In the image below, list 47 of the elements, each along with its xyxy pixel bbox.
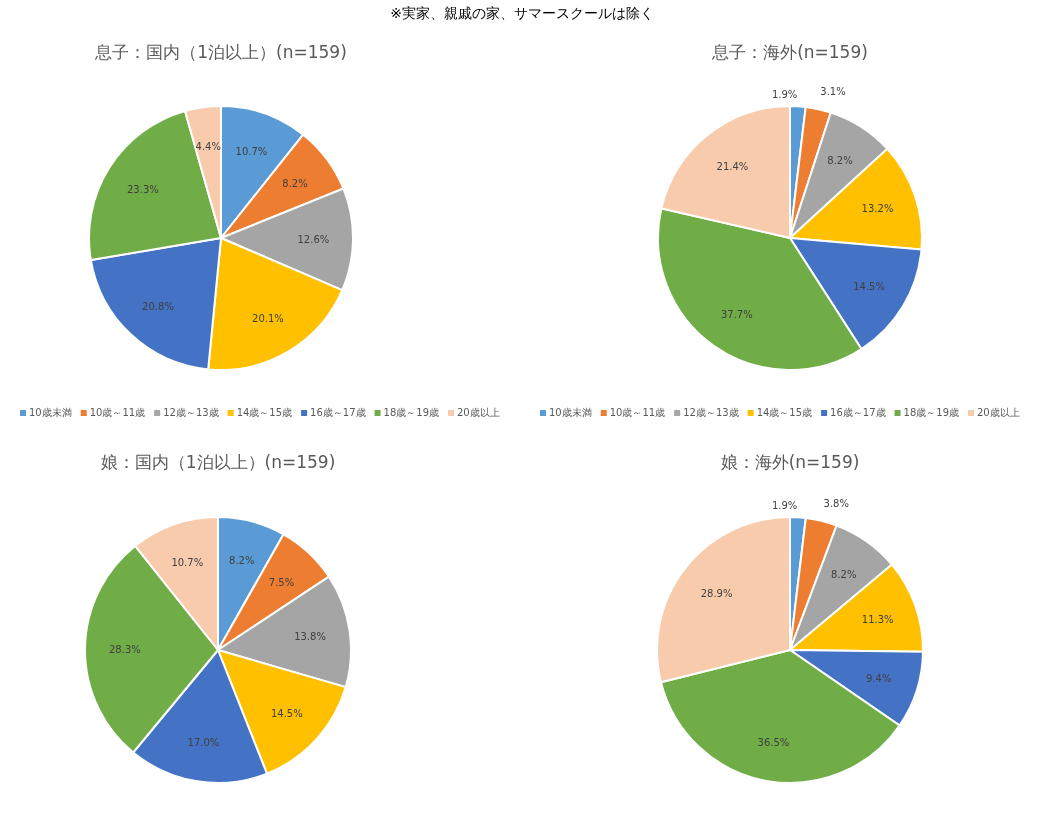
data-label: 3.8%: [823, 498, 849, 510]
data-label: 3.1%: [820, 86, 846, 98]
data-label: 36.5%: [757, 736, 790, 748]
legend-label: 10歳未満: [549, 407, 592, 418]
data-label: 10.7%: [235, 145, 268, 157]
data-label: 4.4%: [195, 141, 221, 153]
chart-title: 娘：海外(n=159): [720, 452, 860, 472]
data-label: 23.3%: [126, 183, 159, 195]
legend-label: 10歳～11歳: [89, 407, 146, 418]
data-label: 12.6%: [297, 234, 330, 246]
legend-label: 20歳以上: [457, 407, 500, 418]
data-label: 8.2%: [282, 177, 308, 189]
text: ※実家、親戚の家、サマースクールは除く: [390, 5, 654, 21]
legend-label: 20歳以上: [977, 407, 1020, 418]
data-label: 9.4%: [866, 673, 892, 685]
data-label: 8.2%: [831, 569, 857, 580]
data-label: 37.7%: [720, 308, 753, 320]
data-label: 28.3%: [109, 644, 141, 656]
data-label: 21.4%: [716, 160, 749, 172]
data-label: 14.5%: [853, 280, 885, 292]
legend-label: 14歳～15歳: [756, 407, 813, 418]
data-label: 14.5%: [270, 707, 303, 719]
legend-label: 10歳未満: [29, 407, 72, 418]
data-label: 1.9%: [771, 500, 798, 512]
chart-title: 息子：国内（1泊以上）(n=159): [94, 42, 347, 62]
legend-label: 16歳～17歳: [310, 407, 366, 418]
legend-label: 14歳～15歳: [236, 407, 293, 418]
chart-title: 娘：国内（1泊以上）(n=159): [100, 452, 336, 472]
data-label: 8.2%: [827, 155, 853, 167]
data-label: 17.0%: [187, 736, 220, 748]
data-label: 1.9%: [771, 89, 798, 101]
data-label: 28.9%: [700, 587, 733, 599]
data-label: 7.5%: [268, 576, 295, 588]
legend-label: 16歳～17歳: [830, 407, 886, 418]
data-label: 10.7%: [171, 557, 204, 569]
legend-label: 10歳～11歳: [609, 407, 666, 418]
data-label: 13.2%: [861, 203, 894, 215]
data-label: 11.3%: [861, 613, 894, 625]
legend-label: 12歳～13歳: [163, 407, 219, 418]
legend-label: 18歳～19歳: [903, 407, 959, 418]
data-label: 8.2%: [229, 554, 255, 566]
legend-label: 18歳～19歳: [383, 407, 439, 418]
data-label: 20.1%: [252, 312, 284, 324]
data-label: 13.8%: [294, 631, 326, 643]
data-label: 20.8%: [142, 300, 174, 312]
legend-label: 12歳～13歳: [683, 407, 739, 418]
chart-title: 息子：海外(n=159): [711, 42, 868, 62]
